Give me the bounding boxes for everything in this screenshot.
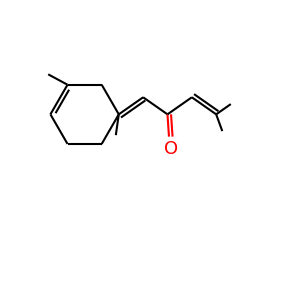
Text: O: O (164, 140, 178, 158)
